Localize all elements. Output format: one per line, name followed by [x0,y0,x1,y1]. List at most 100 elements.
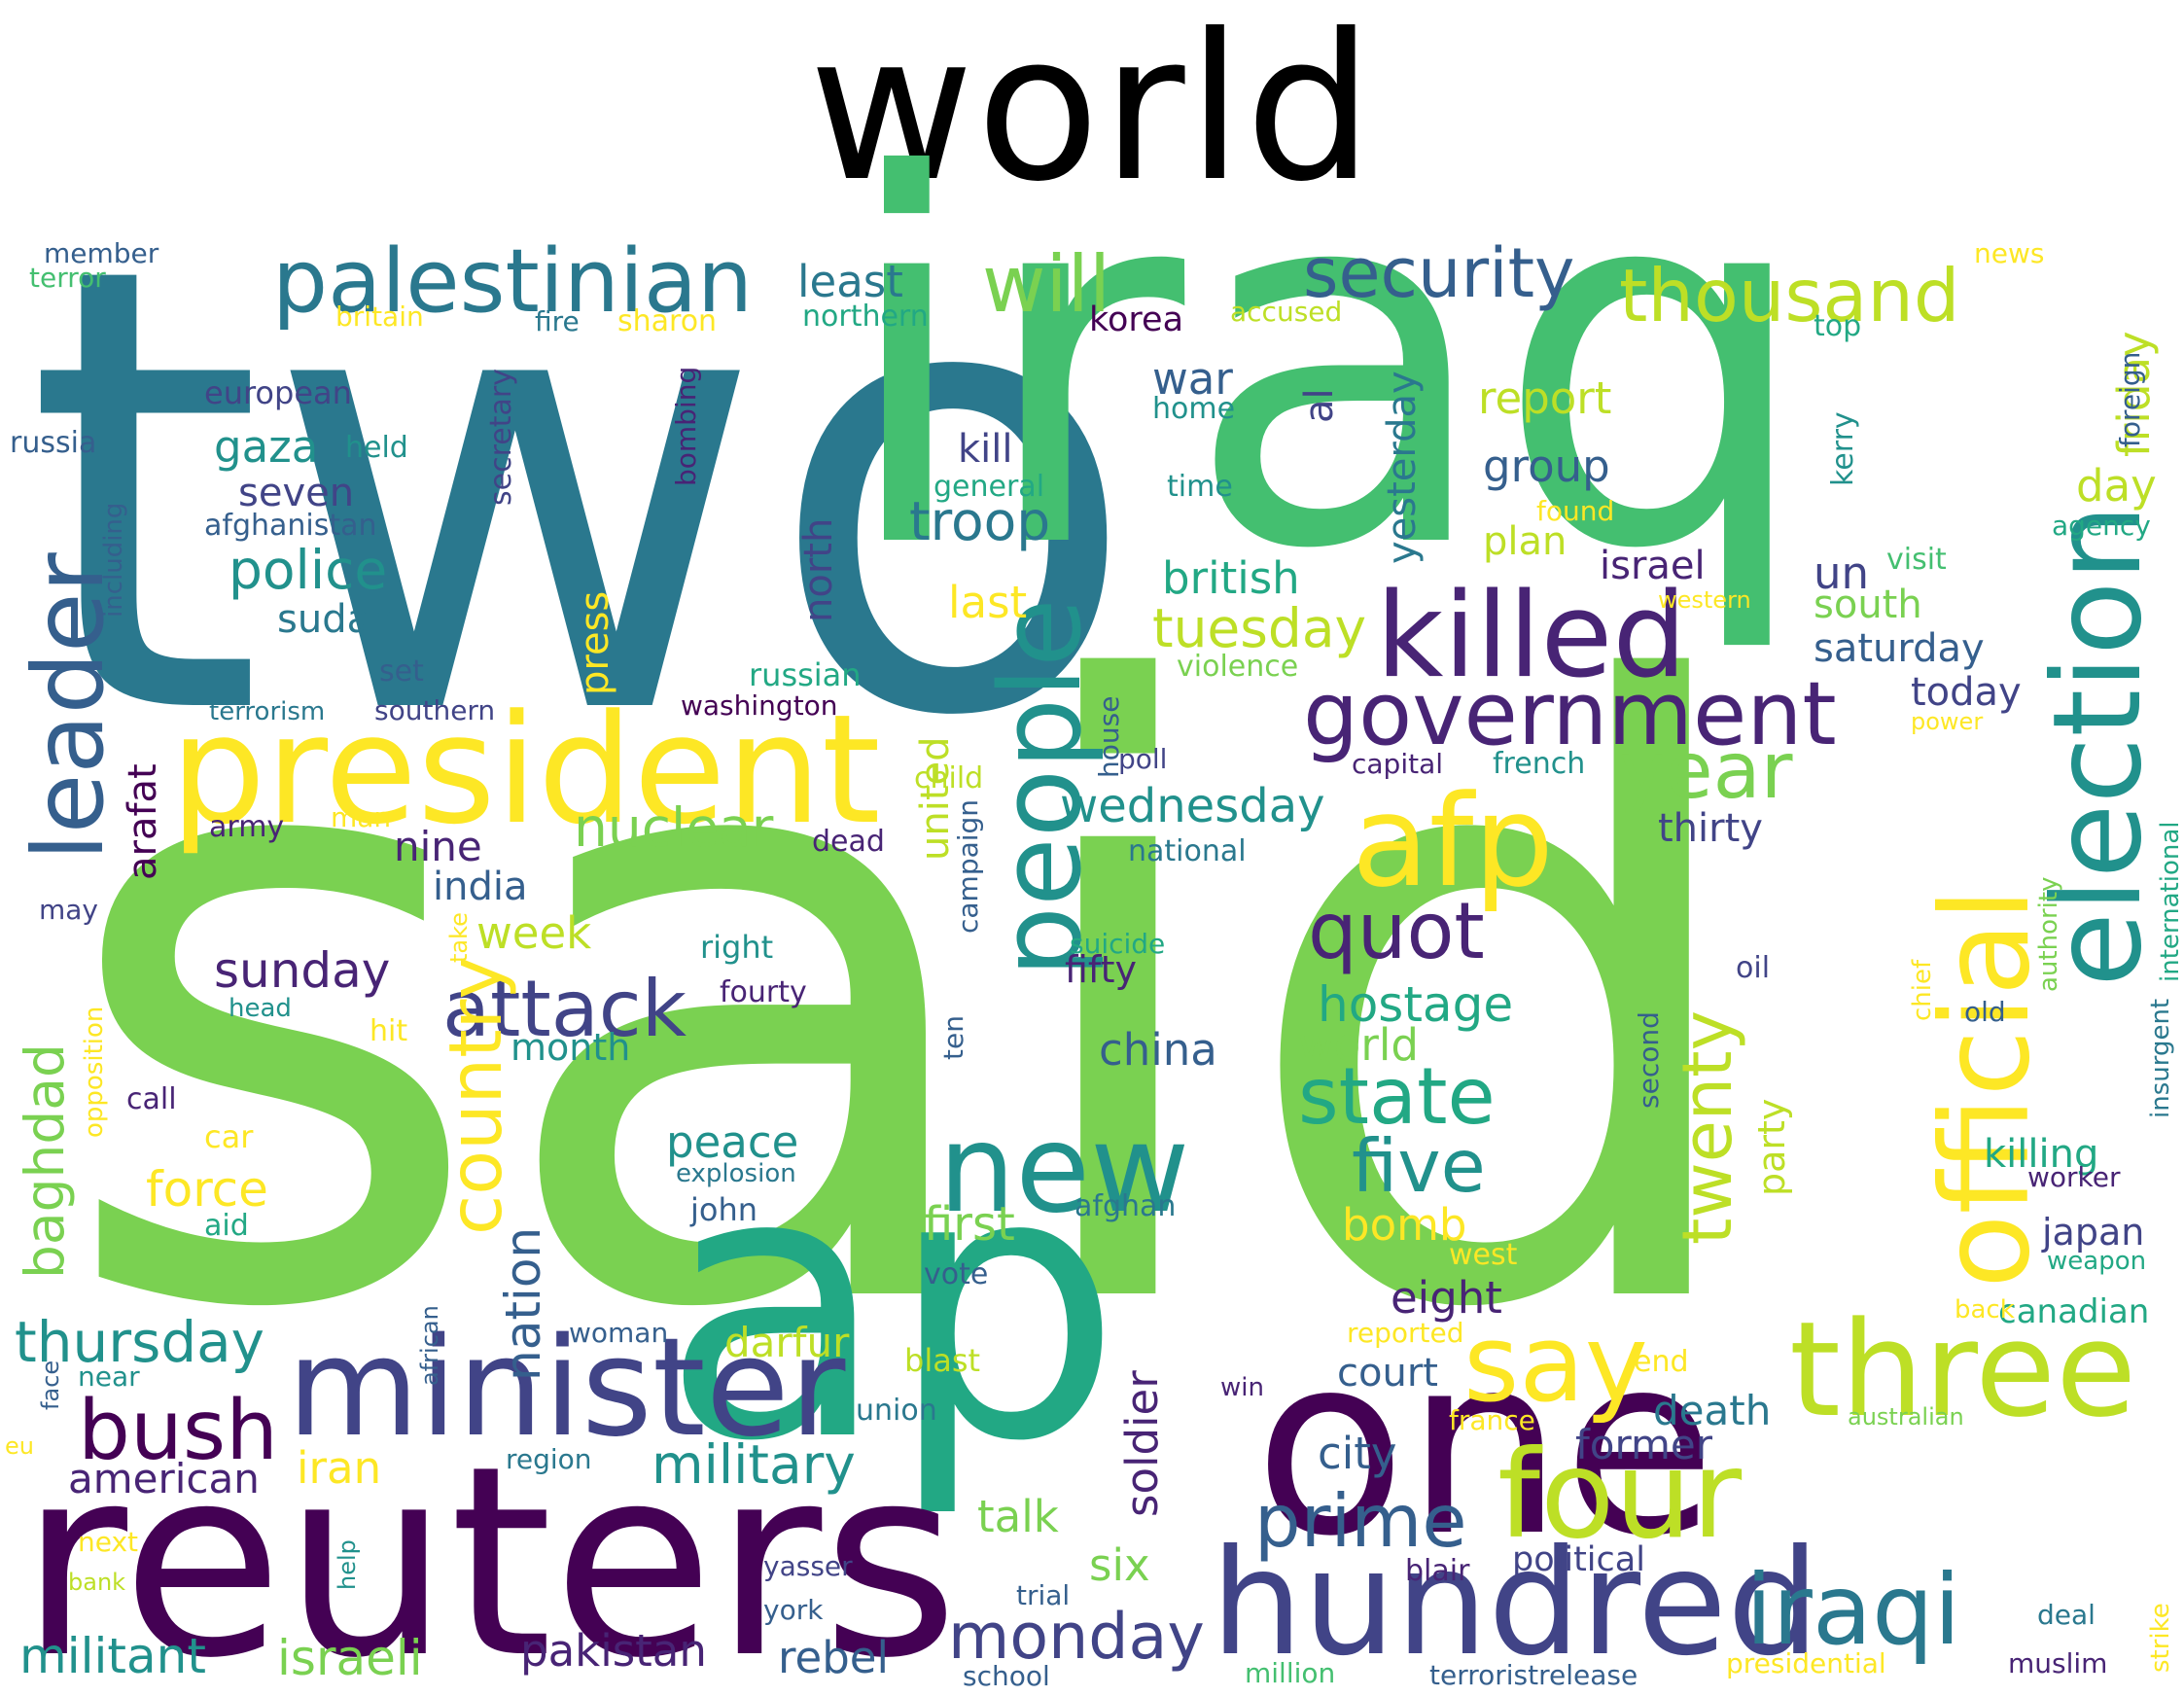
word-eu: eu [5,1432,34,1460]
word-afp: afp [1352,767,1554,915]
word-last: last [948,577,1027,628]
word-china: china [1099,1024,1217,1076]
word-oil: oil [1736,951,1770,985]
word-day: day [2076,460,2157,512]
word-britain: britain [335,300,424,333]
word-group: group [1483,441,1610,492]
word-hit: hit [370,1014,407,1048]
word-six: six [1089,1539,1150,1591]
word-bank: bank [68,1569,125,1596]
word-foreign: foreign [2114,352,2146,447]
word-killed: killed [1376,569,1687,704]
word-southern: southern [374,694,495,726]
word-military: military [652,1433,856,1496]
word-region: region [506,1443,592,1475]
word-canadian: canadian [1998,1292,2149,1331]
word-trial: trial [1016,1579,1070,1611]
word-face: face [37,1360,64,1410]
word-blast: blast [904,1342,980,1379]
word-say: say [1463,1301,1648,1426]
word-government: government [1303,663,1837,765]
word-york: york [763,1594,824,1626]
word-australian: australian [1848,1403,1964,1431]
word-un: un [1814,548,1869,599]
word-weapon: weapon [2047,1247,2146,1276]
word-muslim: muslim [2008,1647,2107,1679]
word-reuters: reuters [19,1409,959,1696]
word-darfur: darfur [724,1319,850,1366]
word-ap: ap [661,1091,1122,1522]
word-near: near [78,1360,140,1393]
word-nine: nine [394,823,482,870]
word-western: western [1658,586,1751,614]
word-school: school [963,1660,1050,1692]
word-russia: russia [10,426,96,460]
word-national: national [1128,834,1247,868]
word-end: end [1634,1345,1689,1379]
word-japan: japan [2041,1211,2144,1254]
word-head: head [229,994,292,1023]
word-least: least [797,256,903,307]
word-woman: woman [569,1317,668,1349]
word-monday: monday [948,1601,1205,1674]
word-plan: plan [1483,519,1567,564]
word-yasser: yasser [763,1550,853,1582]
word-man: man [331,801,391,833]
word-twenty: twenty [1668,1010,1747,1245]
word-campaign: campaign [952,799,984,934]
word-tuesday: tuesday [1152,597,1366,659]
word-gaza: gaza [214,421,318,473]
word-explosion: explosion [676,1159,796,1188]
word-bomb: bomb [1342,1199,1467,1251]
word-next: next [78,1526,138,1558]
word-yesterday: yesterday [1380,371,1425,564]
word-south: south [1814,583,1922,627]
word-john: john [689,1191,757,1228]
word-russian: russian [749,656,862,693]
word-thursday: thursday [15,1309,264,1375]
word-city: city [1318,1428,1397,1479]
word-election: election [2027,504,2168,987]
word-press: press [573,591,617,695]
word-former: former [1575,1421,1713,1468]
word-killing: killing [1984,1132,2098,1177]
word-win: win [1220,1373,1264,1402]
word-fire: fire [535,305,580,337]
word-police: police [229,539,387,601]
word-nuclear: nuclear [574,796,774,859]
word-united: united [913,737,958,862]
word-state: state [1298,1051,1496,1142]
word-wednesday: wednesday [1060,779,1325,833]
word-worker: worker [2027,1161,2121,1193]
word-poll: poll [1118,743,1167,775]
word-security: security [1303,233,1575,313]
word-hundred: hundred [1211,1519,1819,1688]
word-army: army [209,810,284,844]
word-seven: seven [238,471,354,515]
word-palestinian: palestinian [272,230,753,333]
word-will: will [982,239,1110,330]
word-thirty: thirty [1658,806,1763,851]
word-soldier: soldier [1116,1370,1168,1517]
word-million: million [1245,1657,1335,1689]
word-militant: militant [19,1628,206,1684]
word-opposition: opposition [80,1007,109,1138]
word-rebel: rebel [778,1632,889,1683]
word-terror: terror [29,262,106,294]
word-iraq: iraq [836,70,1815,659]
word-union: union [856,1394,937,1428]
word-quot: quot [1308,886,1485,976]
word-agency: agency [2052,510,2151,542]
word-northern: northern [802,300,929,334]
word-secretary: secretary [484,369,518,506]
word-sudan: sudan [277,597,395,642]
word-india: india [433,865,527,909]
word-leader: leader [12,551,125,861]
word-pakistan: pakistan [520,1625,707,1677]
word-african: african [416,1305,443,1386]
word-capital: capital [1352,748,1443,780]
word-three: three [1789,1293,2136,1446]
word-sharon: sharon [617,304,717,338]
word-first: first [924,1197,1015,1252]
